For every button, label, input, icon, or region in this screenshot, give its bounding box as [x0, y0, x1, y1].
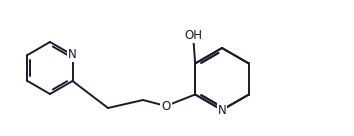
- Text: N: N: [68, 49, 77, 61]
- Text: O: O: [161, 100, 171, 112]
- Text: N: N: [218, 103, 226, 117]
- Text: OH: OH: [184, 29, 202, 42]
